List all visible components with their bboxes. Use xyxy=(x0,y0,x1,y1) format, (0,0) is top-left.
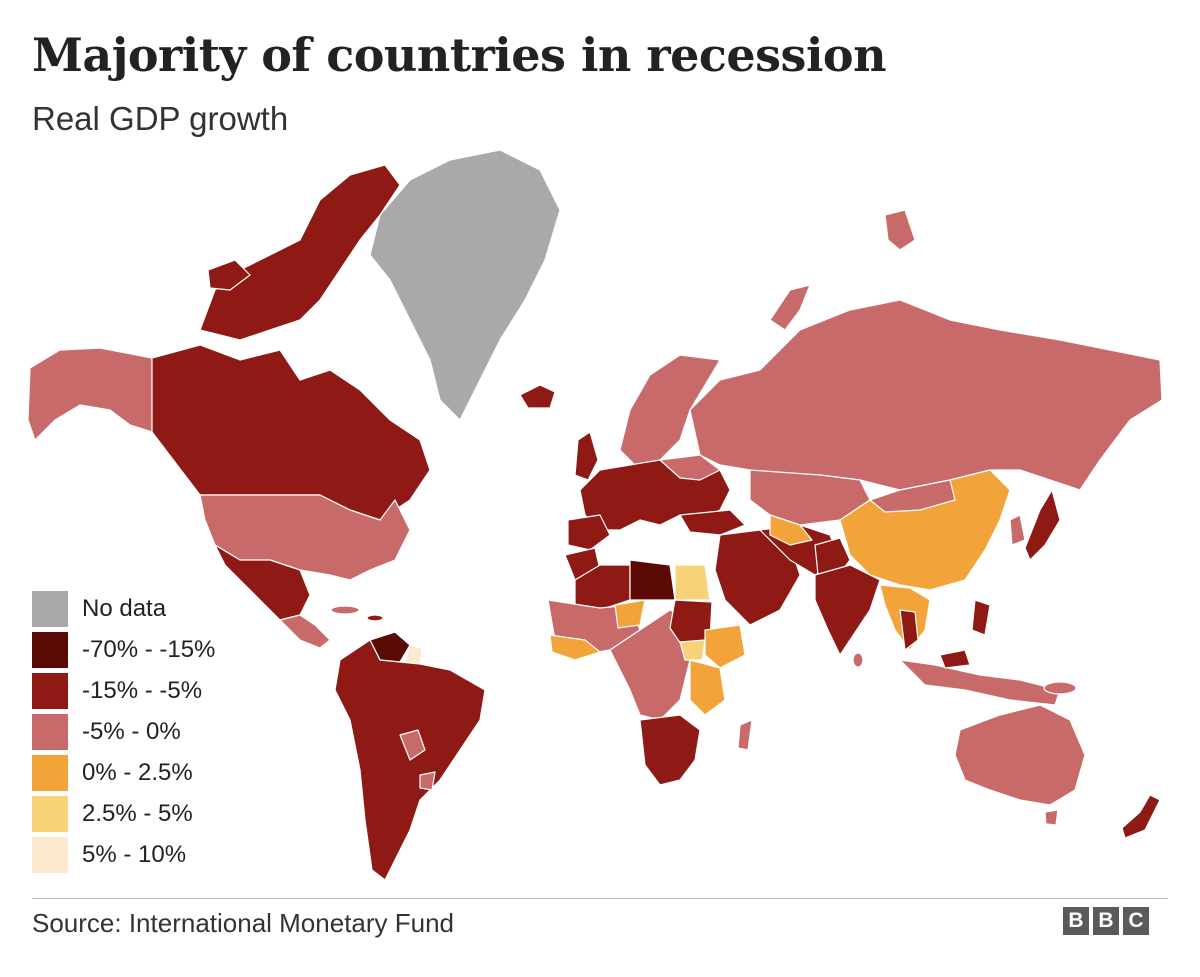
region-uzbekistan xyxy=(769,514,813,546)
region-australia xyxy=(954,704,1086,806)
region-canada-island-west xyxy=(207,259,251,291)
chart-subtitle: Real GDP growth xyxy=(32,100,289,137)
region-eastern-europe xyxy=(659,454,721,481)
region-libya xyxy=(629,559,676,601)
region-southern-africa xyxy=(639,714,701,786)
region-sri-lanka xyxy=(852,652,864,668)
region-paraguay xyxy=(399,729,426,761)
logo-letter: B xyxy=(1093,907,1119,935)
legend-swatch xyxy=(32,631,68,668)
legend-label: No data xyxy=(82,594,167,622)
region-uruguay xyxy=(419,771,436,791)
region-ethiopia xyxy=(704,624,746,669)
legend-swatch xyxy=(32,672,68,709)
region-thailand xyxy=(899,609,919,651)
region-madagascar xyxy=(737,719,753,751)
region-russia xyxy=(689,299,1163,491)
legend-label: 2.5% - 5% xyxy=(82,799,193,827)
legend-label: -5% - 0% xyxy=(82,717,181,745)
region-canada-islands xyxy=(199,164,401,341)
region-turkey xyxy=(679,509,746,536)
legend-item-band-3: -5% - 0% xyxy=(32,711,332,752)
region-cuba xyxy=(330,605,360,615)
region-new-zealand xyxy=(1121,794,1161,839)
region-uk xyxy=(574,431,599,481)
region-canada xyxy=(151,344,431,521)
logo-letter: B xyxy=(1063,907,1089,935)
region-egypt xyxy=(674,564,711,601)
legend-swatch xyxy=(32,590,68,627)
legend: No data -70% - -15% -15% - -5% -5% - 0% … xyxy=(32,588,332,875)
region-niger xyxy=(614,599,646,629)
legend-item-no-data: No data xyxy=(32,588,332,629)
region-iceland xyxy=(519,384,556,409)
region-png xyxy=(1043,681,1077,695)
region-korea xyxy=(1009,514,1026,546)
legend-label: 0% - 2.5% xyxy=(82,758,193,786)
legend-item-band-1: -70% - -15% xyxy=(32,629,332,670)
legend-item-band-5: 2.5% - 5% xyxy=(32,793,332,834)
legend-item-band-2: -15% - -5% xyxy=(32,670,332,711)
legend-item-band-6: 5% - 10% xyxy=(32,834,332,875)
region-malaysia xyxy=(939,649,971,669)
region-central-america xyxy=(279,614,331,649)
legend-label: -15% - -5% xyxy=(82,676,203,704)
region-caribbean xyxy=(366,614,384,622)
region-alaska xyxy=(27,347,153,441)
bbc-logo: B B C xyxy=(1063,907,1149,935)
footer-divider xyxy=(32,898,1168,899)
region-india xyxy=(814,564,881,656)
region-japan xyxy=(1024,489,1061,561)
region-russia-islands xyxy=(769,284,811,331)
region-west-africa-coast xyxy=(549,634,601,661)
legend-swatch xyxy=(32,836,68,873)
world-map xyxy=(27,149,1163,881)
legend-swatch xyxy=(32,754,68,791)
legend-swatch xyxy=(32,713,68,750)
region-iberia xyxy=(567,514,611,551)
legend-label: 5% - 10% xyxy=(82,840,187,868)
legend-label: -70% - -15% xyxy=(82,635,216,663)
legend-item-band-4: 0% - 2.5% xyxy=(32,752,332,793)
logo-letter: C xyxy=(1123,907,1149,935)
region-tasmania xyxy=(1044,809,1059,826)
legend-swatch xyxy=(32,795,68,832)
region-svalbard xyxy=(884,209,916,251)
source-note: Source: International Monetary Fund xyxy=(32,908,455,938)
region-kenya xyxy=(679,639,706,661)
region-mongolia xyxy=(869,479,956,513)
region-philippines xyxy=(971,599,991,636)
region-greenland xyxy=(369,149,561,421)
region-indonesia xyxy=(899,659,1061,706)
chart-title: Majority of countries in recession xyxy=(32,28,887,82)
region-east-africa xyxy=(689,659,726,716)
